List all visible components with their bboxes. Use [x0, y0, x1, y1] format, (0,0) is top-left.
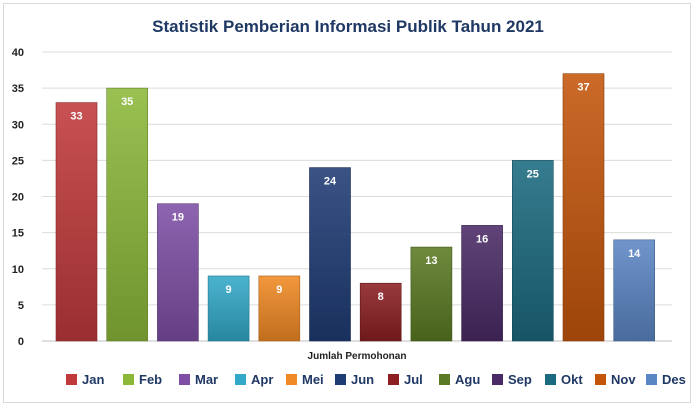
legend-item-jun: Jun	[335, 372, 374, 387]
bar-nov	[562, 73, 605, 342]
bar-jan	[55, 102, 98, 342]
legend-swatch	[335, 374, 346, 385]
y-tick-label: 40	[12, 47, 24, 59]
legend-label: Jul	[404, 372, 423, 387]
legend-item-apr: Apr	[235, 372, 273, 387]
data-label-agu: 13	[425, 255, 437, 267]
data-label-nov: 37	[577, 82, 589, 94]
legend-label: Mei	[302, 372, 324, 387]
legend-swatch	[66, 374, 77, 385]
legend-swatch	[123, 374, 134, 385]
data-label-sep: 16	[476, 233, 488, 245]
y-tick-label: 25	[12, 155, 24, 167]
bar-des	[613, 239, 656, 342]
legend-item-okt: Okt	[545, 372, 583, 387]
chart-title: Statistik Pemberian Informasi Publik Tah…	[152, 17, 544, 36]
bars: 33 35 19 9 9 24 8 13 16 25 37 14	[55, 73, 656, 342]
legend-label: Feb	[139, 372, 162, 387]
legend-swatch	[235, 374, 246, 385]
bar-agu	[410, 246, 453, 342]
legend-item-sep: Sep	[492, 372, 532, 387]
y-tick-label: 5	[18, 300, 24, 312]
bar-sep	[461, 225, 503, 342]
legend-label: Nov	[611, 372, 636, 387]
data-label-jan: 33	[70, 111, 82, 123]
bar-mar	[157, 203, 199, 342]
data-label-jul: 8	[378, 291, 384, 303]
legend-label: Okt	[561, 372, 583, 387]
legend-item-jul: Jul	[388, 372, 423, 387]
legend-swatch	[492, 374, 503, 385]
data-label-jun: 24	[324, 176, 337, 188]
legend-label: Mar	[195, 372, 218, 387]
y-tick-label: 30	[12, 119, 24, 131]
legend-swatch	[595, 374, 606, 385]
y-tick-label: 10	[12, 264, 24, 276]
legend-item-agu: Agu	[439, 372, 480, 387]
data-label-mei: 9	[276, 284, 282, 296]
legend-item-nov: Nov	[595, 372, 636, 387]
legend-item-des: Des	[646, 372, 686, 387]
legend-label: Jun	[351, 372, 374, 387]
y-tick-label: 0	[18, 336, 24, 348]
bar-okt	[511, 160, 554, 342]
legend-item-feb: Feb	[123, 372, 162, 387]
legend-swatch	[439, 374, 450, 385]
legend-swatch	[286, 374, 297, 385]
legend-swatch	[646, 374, 657, 385]
data-label-des: 14	[628, 248, 641, 260]
bar-jun	[309, 167, 351, 342]
data-label-apr: 9	[226, 284, 232, 296]
legend-item-mei: Mei	[286, 372, 324, 387]
legend-label: Jan	[82, 372, 104, 387]
data-label-mar: 19	[172, 212, 184, 224]
legend-label: Sep	[508, 372, 532, 387]
bar-mei	[258, 275, 301, 342]
legend-swatch	[545, 374, 556, 385]
legend-label: Apr	[251, 372, 273, 387]
bar-jul	[359, 282, 402, 342]
data-label-okt: 25	[527, 168, 539, 180]
legend-label: Des	[662, 372, 686, 387]
bar-feb	[106, 87, 148, 342]
legend-swatch	[179, 374, 190, 385]
legend: Jan Feb Mar Apr Mei Jun Jul Agu Sep Okt Nov Des	[66, 372, 686, 387]
legend-item-jan: Jan	[66, 372, 104, 387]
legend-item-mar: Mar	[179, 372, 218, 387]
x-axis-label: Jumlah Permohonan	[308, 351, 407, 362]
legend-swatch	[388, 374, 399, 385]
legend-label: Agu	[455, 372, 480, 387]
y-tick-label: 35	[12, 83, 24, 95]
y-axis-ticks: 0 5 10 15 20 25 30 35 40	[12, 47, 24, 348]
y-tick-label: 20	[12, 192, 24, 204]
bar-apr	[207, 275, 250, 342]
data-label-feb: 35	[121, 96, 133, 108]
y-tick-label: 15	[12, 228, 24, 240]
